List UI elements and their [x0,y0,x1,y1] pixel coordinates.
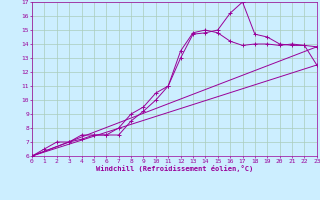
X-axis label: Windchill (Refroidissement éolien,°C): Windchill (Refroidissement éolien,°C) [96,165,253,172]
